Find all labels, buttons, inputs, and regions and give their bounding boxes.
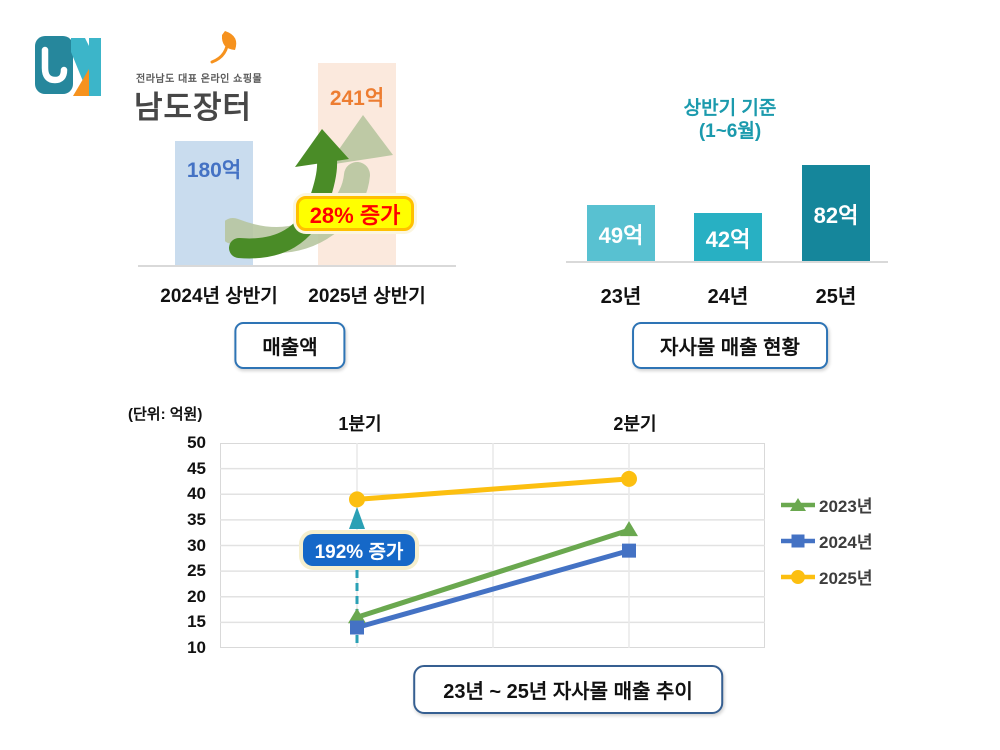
trend-y-tick: 40 [187, 484, 206, 504]
legend-label: 2023년 [819, 497, 873, 516]
trend-legend: 2023년 2024년 2025년 [780, 492, 872, 589]
trend-y-tick: 30 [187, 535, 206, 555]
trend-y-tick: 35 [187, 509, 206, 529]
legend-item: 2023년 [780, 492, 872, 517]
mall-bar: 42억 [694, 213, 762, 263]
mall-x-label: 23년 [600, 286, 642, 308]
mall-axis-line [566, 261, 888, 263]
trend-lines [220, 443, 765, 648]
legend-marker-icon [781, 569, 815, 584]
trend-col-q1: 1분기 [338, 414, 382, 434]
legend-marker-icon [781, 497, 815, 511]
mall-chart-subtitle: 상반기 기준 (1~6월) [683, 98, 777, 142]
logo-leaf-icon [210, 31, 237, 64]
sales-x-label: 2024년 상반기 [160, 286, 278, 307]
logo-mark-icon [35, 36, 101, 96]
mall-bar: 49억 [587, 205, 655, 263]
logo-brand: 남도장터 [134, 90, 253, 125]
trend-chart-title: 23년 ~ 25년 자사몰 매출 추이 [413, 665, 723, 714]
increase-badge-28: 28% 증가 [296, 196, 414, 231]
mall-x-label: 24년 [707, 286, 749, 308]
sales-chart-title: 매출액 [234, 322, 346, 369]
legend-marker-icon [781, 534, 815, 547]
trend-y-tick: 50 [187, 433, 206, 452]
trend-col-q2: 2분기 [613, 414, 657, 434]
mall-bar-value: 42억 [705, 227, 751, 252]
increase-badge-192: 192% 증가 [303, 534, 415, 566]
logo: 전라남도 대표 온라인 쇼핑몰 남도장터 [35, 31, 295, 125]
trend-unit-label: (단위: 억원) [128, 406, 203, 423]
sales-x-label: 2025년 상반기 [308, 286, 426, 307]
legend-item: 2025년 [780, 564, 872, 589]
mall-bar: 82억 [802, 165, 870, 263]
mall-chart-title: 자사몰 매출 현황 [632, 322, 828, 369]
trend-y-tick: 15 [187, 612, 206, 632]
sales-bar-value: 241억 [329, 87, 385, 110]
legend-label: 2025년 [819, 569, 873, 588]
legend-item: 2024년 [780, 528, 872, 553]
mall-bar-value: 49억 [598, 223, 644, 248]
trend-y-tick: 10 [187, 638, 206, 657]
mall-x-label: 25년 [815, 286, 857, 308]
mall-bar-value: 82억 [813, 203, 859, 228]
sales-bar-value: 180억 [186, 159, 242, 182]
trend-y-tick: 25 [187, 561, 206, 581]
logo-tagline: 전라남도 대표 온라인 쇼핑몰 [136, 74, 263, 85]
legend-label: 2024년 [819, 533, 873, 552]
trend-y-tick: 20 [187, 586, 206, 606]
sales-axis-line [138, 265, 456, 267]
growth-arrow-icon [225, 115, 393, 259]
trend-y-tick: 45 [187, 458, 206, 478]
